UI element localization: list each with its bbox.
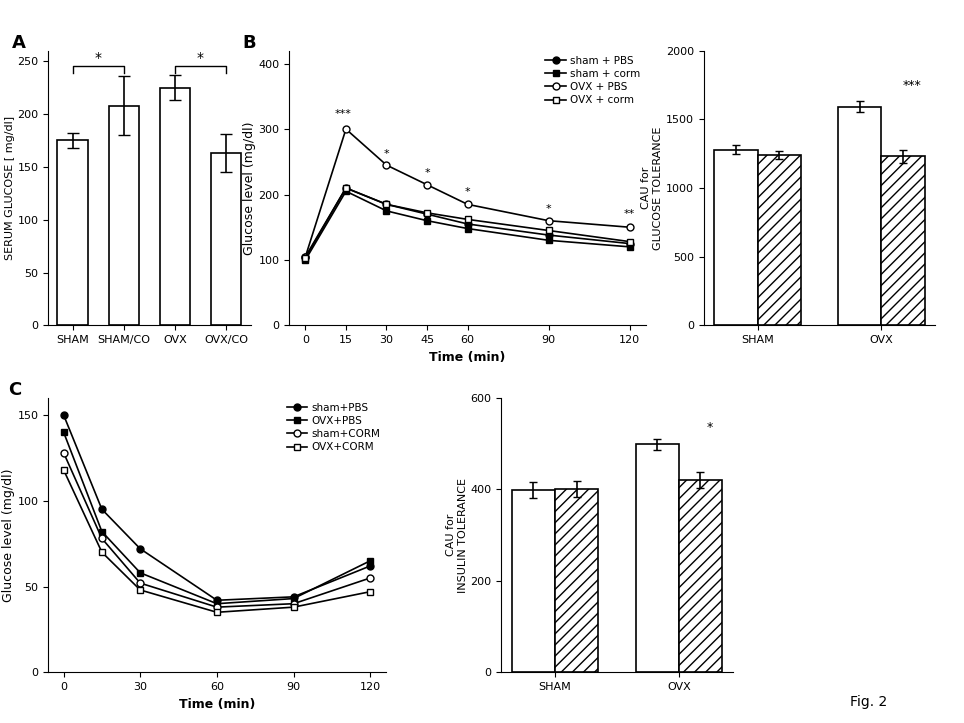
X-axis label: Time (min): Time (min) [178, 698, 255, 711]
sham + corm [543, 236, 554, 244]
sham + corm [300, 256, 311, 265]
Text: *: * [384, 148, 389, 158]
sham + PBS [381, 200, 392, 209]
Bar [881, 156, 924, 325]
Bar [109, 106, 139, 325]
sham + corm [624, 242, 635, 251]
Bar [512, 490, 555, 672]
sham + corm [381, 207, 392, 215]
OVX + corm [624, 237, 635, 246]
Line: OVX+CORM: OVX+CORM [60, 466, 374, 616]
OVX + PBS [340, 125, 352, 134]
OVX+PBS [134, 568, 146, 577]
sham+PBS [58, 411, 69, 419]
Text: ***: *** [903, 79, 922, 92]
Bar [160, 87, 190, 325]
sham+CORM [96, 534, 108, 543]
Bar [635, 445, 679, 672]
OVX + PBS [462, 200, 473, 209]
Bar [679, 480, 722, 672]
Y-axis label: Glucose level (mg/dl): Glucose level (mg/dl) [2, 469, 14, 602]
OVX + PBS [543, 216, 554, 225]
sham+PBS [288, 592, 300, 601]
OVX + corm [462, 215, 473, 223]
sham+PBS [364, 562, 376, 570]
OVX+CORM [364, 587, 376, 596]
Bar [838, 107, 881, 325]
OVX+PBS [96, 527, 108, 536]
OVX + PBS [421, 180, 433, 189]
OVX + corm [381, 200, 392, 209]
sham + PBS [340, 184, 352, 192]
Bar [714, 150, 758, 325]
Bar [758, 155, 801, 325]
OVX + PBS [381, 161, 392, 169]
Bar [555, 489, 599, 672]
sham + PBS [543, 231, 554, 239]
sham + corm [421, 216, 433, 225]
Text: *: * [94, 51, 102, 65]
sham+CORM [134, 578, 146, 587]
sham+PBS [211, 596, 223, 604]
sham+CORM [58, 448, 69, 457]
OVX + corm [300, 254, 311, 262]
sham+PBS [96, 505, 108, 513]
sham + corm [340, 187, 352, 196]
OVX + corm [340, 184, 352, 192]
OVX+PBS [288, 594, 300, 603]
sham + PBS [462, 220, 473, 228]
OVX+CORM [288, 603, 300, 612]
Text: A: A [12, 34, 26, 52]
Line: OVX + PBS: OVX + PBS [302, 126, 633, 260]
OVX + PBS [300, 252, 311, 261]
sham+PBS [134, 544, 146, 553]
Text: *: * [546, 204, 551, 214]
sham+CORM [364, 573, 376, 582]
OVX+CORM [58, 466, 69, 474]
Y-axis label: CAU for
INSULIN TOLERANCE: CAU for INSULIN TOLERANCE [446, 477, 468, 593]
Text: *: * [197, 51, 204, 65]
OVX+CORM [96, 548, 108, 557]
Line: OVX + corm: OVX + corm [302, 184, 633, 262]
Y-axis label: SERUM GLUCOSE [ mg/dl]: SERUM GLUCOSE [ mg/dl] [5, 116, 14, 260]
Line: OVX+PBS: OVX+PBS [60, 429, 374, 607]
Line: sham+PBS: sham+PBS [60, 411, 374, 604]
OVX+PBS [211, 599, 223, 608]
Text: C: C [8, 381, 21, 399]
Line: sham + corm: sham + corm [302, 188, 633, 263]
Text: *: * [424, 168, 430, 178]
sham+CORM [288, 599, 300, 608]
Legend: sham+PBS, OVX+PBS, sham+CORM, OVX+CORM: sham+PBS, OVX+PBS, sham+CORM, OVX+CORM [286, 403, 381, 452]
OVX + PBS [624, 223, 635, 231]
Text: *: * [707, 422, 712, 435]
Y-axis label: CAU for
GLUCOSE TOLERANCE: CAU for GLUCOSE TOLERANCE [641, 127, 663, 249]
Line: sham + PBS: sham + PBS [302, 184, 633, 260]
sham + PBS [624, 239, 635, 248]
Line: sham+CORM: sham+CORM [60, 449, 374, 611]
Text: B: B [243, 34, 256, 52]
Y-axis label: Glucose level (mg/dl): Glucose level (mg/dl) [243, 121, 255, 254]
Legend: sham + PBS, sham + corm, OVX + PBS, OVX + corm: sham + PBS, sham + corm, OVX + PBS, OVX … [546, 56, 641, 105]
sham + corm [462, 224, 473, 233]
Text: *: * [465, 187, 470, 197]
OVX + corm [421, 208, 433, 217]
sham + PBS [421, 210, 433, 218]
Text: Fig. 2: Fig. 2 [849, 695, 887, 709]
OVX+PBS [364, 557, 376, 565]
Bar [211, 153, 241, 325]
sham + PBS [300, 252, 311, 261]
OVX+CORM [134, 586, 146, 594]
X-axis label: Time (min): Time (min) [429, 351, 506, 364]
Text: ***: *** [335, 109, 352, 119]
OVX+CORM [211, 608, 223, 617]
sham+CORM [211, 603, 223, 612]
Bar [58, 140, 88, 325]
OVX + corm [543, 226, 554, 235]
Text: **: ** [624, 210, 635, 219]
OVX+PBS [58, 427, 69, 436]
